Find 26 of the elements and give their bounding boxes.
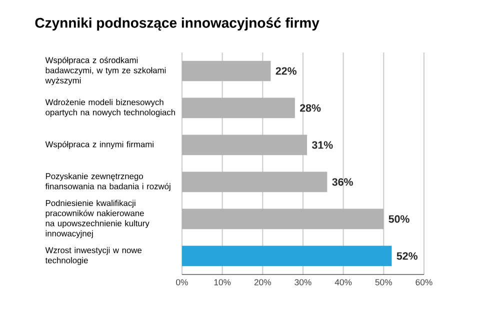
bar [182, 172, 328, 192]
bar [182, 60, 271, 82]
data-label: 22% [276, 67, 296, 75]
data-label: 50% [388, 215, 410, 223]
chart-title: Czynniki podnoszące innowacyjność firmy [35, 17, 320, 31]
bar [182, 98, 295, 118]
bar [182, 246, 392, 266]
bar [182, 134, 308, 156]
y-tick-label: Współpraca z ośrodkami badawczymi, w tym ze szkołami wyższymi [45, 56, 166, 86]
data-label: 28% [300, 104, 321, 112]
bar [182, 208, 384, 230]
y-tick-label: Współpraca z innymi firmami [45, 141, 154, 149]
y-tick-label: Pozyskanie zewnętrznego finansowania na badania i rozwój [45, 173, 170, 191]
y-tick-label: Podniesienie kwalifikacji pracowników nakierowane na upowszechnienie kultury innowacyjnej [46, 200, 150, 238]
x-tick-label: 60% [416, 279, 432, 286]
data-label: 36% [332, 178, 353, 186]
x-tick-label: 30% [294, 279, 312, 286]
x-tick-label: 0% [176, 279, 188, 286]
y-tick-label: Wdrożenie modeli biznesowych opartych na nowych technologiach [45, 99, 175, 117]
x-tick-label: 20% [254, 279, 272, 286]
data-label: 52% [396, 252, 418, 260]
x-tick-label: 50% [375, 279, 392, 286]
x-tick-label: 40% [334, 279, 352, 286]
x-tick-label: 10% [214, 279, 231, 286]
y-tick-label: Wzrost inwestycji w nowe technologie [45, 247, 142, 265]
data-label: 31% [312, 141, 333, 149]
